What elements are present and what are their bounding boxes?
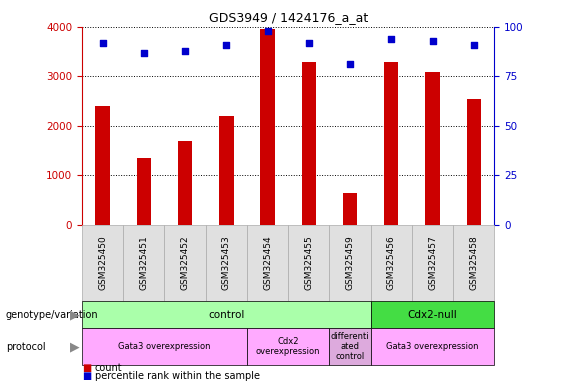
Text: GSM325456: GSM325456 [387, 236, 396, 290]
Point [181, 48, 190, 54]
Text: GSM325459: GSM325459 [346, 236, 354, 290]
Text: GSM325450: GSM325450 [98, 236, 107, 290]
Point [346, 61, 355, 68]
Point [387, 36, 396, 42]
Point [139, 50, 148, 56]
Title: GDS3949 / 1424176_a_at: GDS3949 / 1424176_a_at [208, 11, 368, 24]
Text: GSM325455: GSM325455 [305, 236, 313, 290]
Text: GSM325454: GSM325454 [263, 236, 272, 290]
Point [428, 38, 437, 44]
Text: control: control [208, 310, 245, 320]
Bar [137, 158, 151, 225]
Text: Gata3 overexpression: Gata3 overexpression [118, 342, 211, 351]
Text: GSM325451: GSM325451 [140, 236, 148, 290]
Point [221, 41, 231, 48]
Point [98, 40, 107, 46]
Text: genotype/variation: genotype/variation [6, 310, 98, 320]
Point [263, 28, 272, 34]
Text: ▶: ▶ [69, 340, 79, 353]
Point [470, 41, 479, 48]
Bar [302, 63, 316, 225]
Text: protocol: protocol [6, 341, 45, 352]
Bar [260, 29, 275, 225]
Text: GSM325457: GSM325457 [428, 236, 437, 290]
Bar [425, 72, 440, 225]
Text: percentile rank within the sample: percentile rank within the sample [95, 371, 260, 381]
Text: GSM325458: GSM325458 [470, 236, 478, 290]
Bar [219, 116, 233, 225]
Text: Gata3 overexpression: Gata3 overexpression [386, 342, 479, 351]
Text: GSM325453: GSM325453 [222, 236, 231, 290]
Bar [467, 99, 481, 225]
Text: GSM325452: GSM325452 [181, 236, 189, 290]
Bar [384, 63, 398, 225]
Bar [178, 141, 192, 225]
Text: Cdx2
overexpression: Cdx2 overexpression [256, 337, 320, 356]
Text: count: count [95, 363, 123, 373]
Text: ■: ■ [82, 371, 91, 381]
Bar [95, 106, 110, 225]
Point [305, 40, 314, 46]
Text: differenti
ated
control: differenti ated control [331, 332, 370, 361]
Text: ■: ■ [82, 363, 91, 373]
Bar [343, 192, 357, 225]
Text: Cdx2-null: Cdx2-null [407, 310, 458, 320]
Text: ▶: ▶ [69, 308, 79, 321]
